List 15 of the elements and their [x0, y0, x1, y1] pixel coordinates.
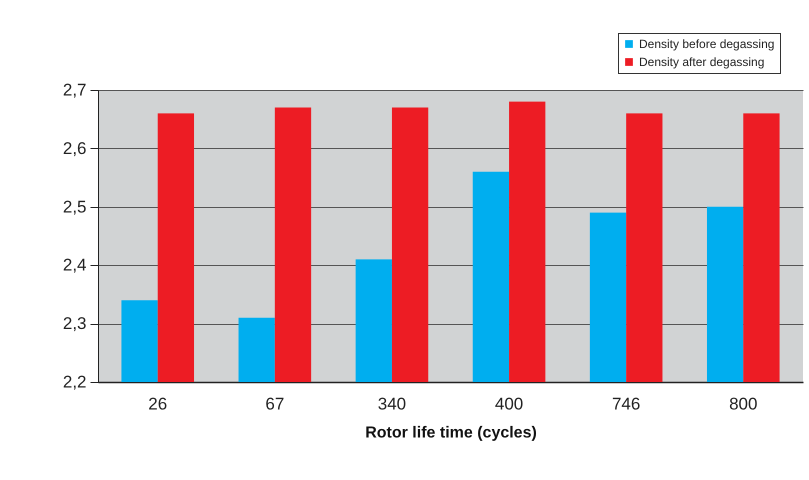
x-tick-label: 400 [494, 394, 524, 414]
y-tick-label: 2,6 [62, 138, 86, 158]
x-tick-label: 800 [729, 394, 758, 414]
x-axis-title: Rotor life time (cycles) [365, 424, 537, 442]
x-tick-label: 746 [612, 394, 640, 414]
y-tick-label: 2,4 [62, 256, 86, 275]
legend-label: Density before degassing [639, 37, 774, 51]
y-tick-label: 2,7 [62, 80, 86, 100]
y-tick-label: 2,3 [62, 314, 86, 334]
x-tick-label: 340 [378, 394, 406, 414]
legend-label: Density after degassing [639, 55, 764, 69]
x-tick-label: 67 [265, 394, 284, 414]
y-tick-label: 2,2 [62, 372, 86, 392]
x-tick-label: 26 [148, 394, 168, 414]
y-tick-label: 2,5 [62, 197, 86, 216]
